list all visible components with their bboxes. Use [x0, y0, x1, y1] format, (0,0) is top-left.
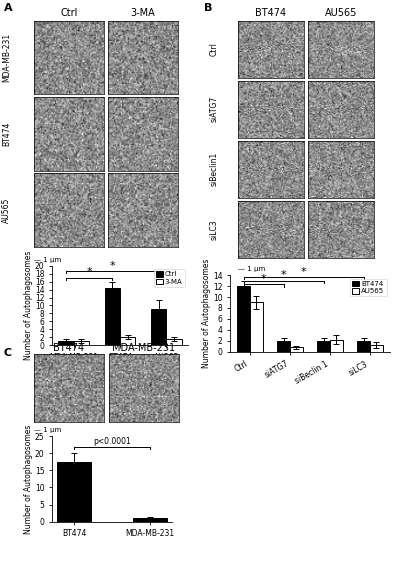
- Text: *: *: [261, 274, 266, 284]
- Text: — 1 μm: — 1 μm: [34, 257, 61, 263]
- Bar: [357, 340, 370, 352]
- Text: BT474: BT474: [2, 122, 11, 146]
- Bar: [151, 309, 166, 345]
- Bar: [105, 288, 120, 345]
- Bar: [290, 348, 303, 352]
- Bar: [317, 340, 330, 352]
- Bar: [120, 338, 135, 345]
- Text: siATG7: siATG7: [210, 96, 219, 122]
- Text: C: C: [4, 348, 12, 358]
- Y-axis label: Number of Autophagosomes: Number of Autophagosomes: [202, 259, 211, 368]
- Text: Ctrl: Ctrl: [210, 42, 219, 56]
- Text: MDA-MB-231: MDA-MB-231: [112, 343, 175, 353]
- Bar: [58, 462, 91, 522]
- Legend: Ctrl, 3-MA: Ctrl, 3-MA: [154, 269, 184, 287]
- Bar: [237, 286, 250, 352]
- Text: siLC3: siLC3: [210, 219, 219, 240]
- Bar: [133, 518, 166, 522]
- Text: *: *: [86, 268, 92, 278]
- Text: B: B: [204, 3, 212, 13]
- Bar: [250, 302, 263, 352]
- Text: AU565: AU565: [2, 198, 11, 223]
- Text: siBeclin1: siBeclin1: [210, 152, 219, 186]
- Text: BT474: BT474: [54, 343, 84, 353]
- Legend: BT474, AU565: BT474, AU565: [350, 279, 386, 296]
- Text: A: A: [4, 3, 13, 13]
- Text: p<0.0001: p<0.0001: [93, 437, 131, 446]
- Text: AU565: AU565: [325, 8, 357, 18]
- Text: 3-MA: 3-MA: [131, 8, 155, 18]
- Bar: [370, 345, 383, 352]
- Bar: [277, 340, 290, 352]
- Text: *: *: [301, 266, 306, 276]
- Bar: [74, 341, 89, 345]
- Text: — 1 μm: — 1 μm: [238, 266, 265, 272]
- Text: MDA-MB-231: MDA-MB-231: [2, 33, 11, 82]
- Text: Ctrl: Ctrl: [60, 8, 78, 18]
- Bar: [166, 339, 182, 345]
- Text: *: *: [281, 270, 286, 280]
- Text: BT474: BT474: [256, 8, 286, 18]
- Bar: [58, 341, 74, 345]
- Text: — 1 μm: — 1 μm: [34, 427, 61, 433]
- Y-axis label: Number of Autophagosomes: Number of Autophagosomes: [24, 250, 33, 360]
- Text: *: *: [110, 260, 115, 270]
- Bar: [330, 340, 343, 352]
- Y-axis label: Number of Autophagosomes: Number of Autophagosomes: [24, 424, 33, 534]
